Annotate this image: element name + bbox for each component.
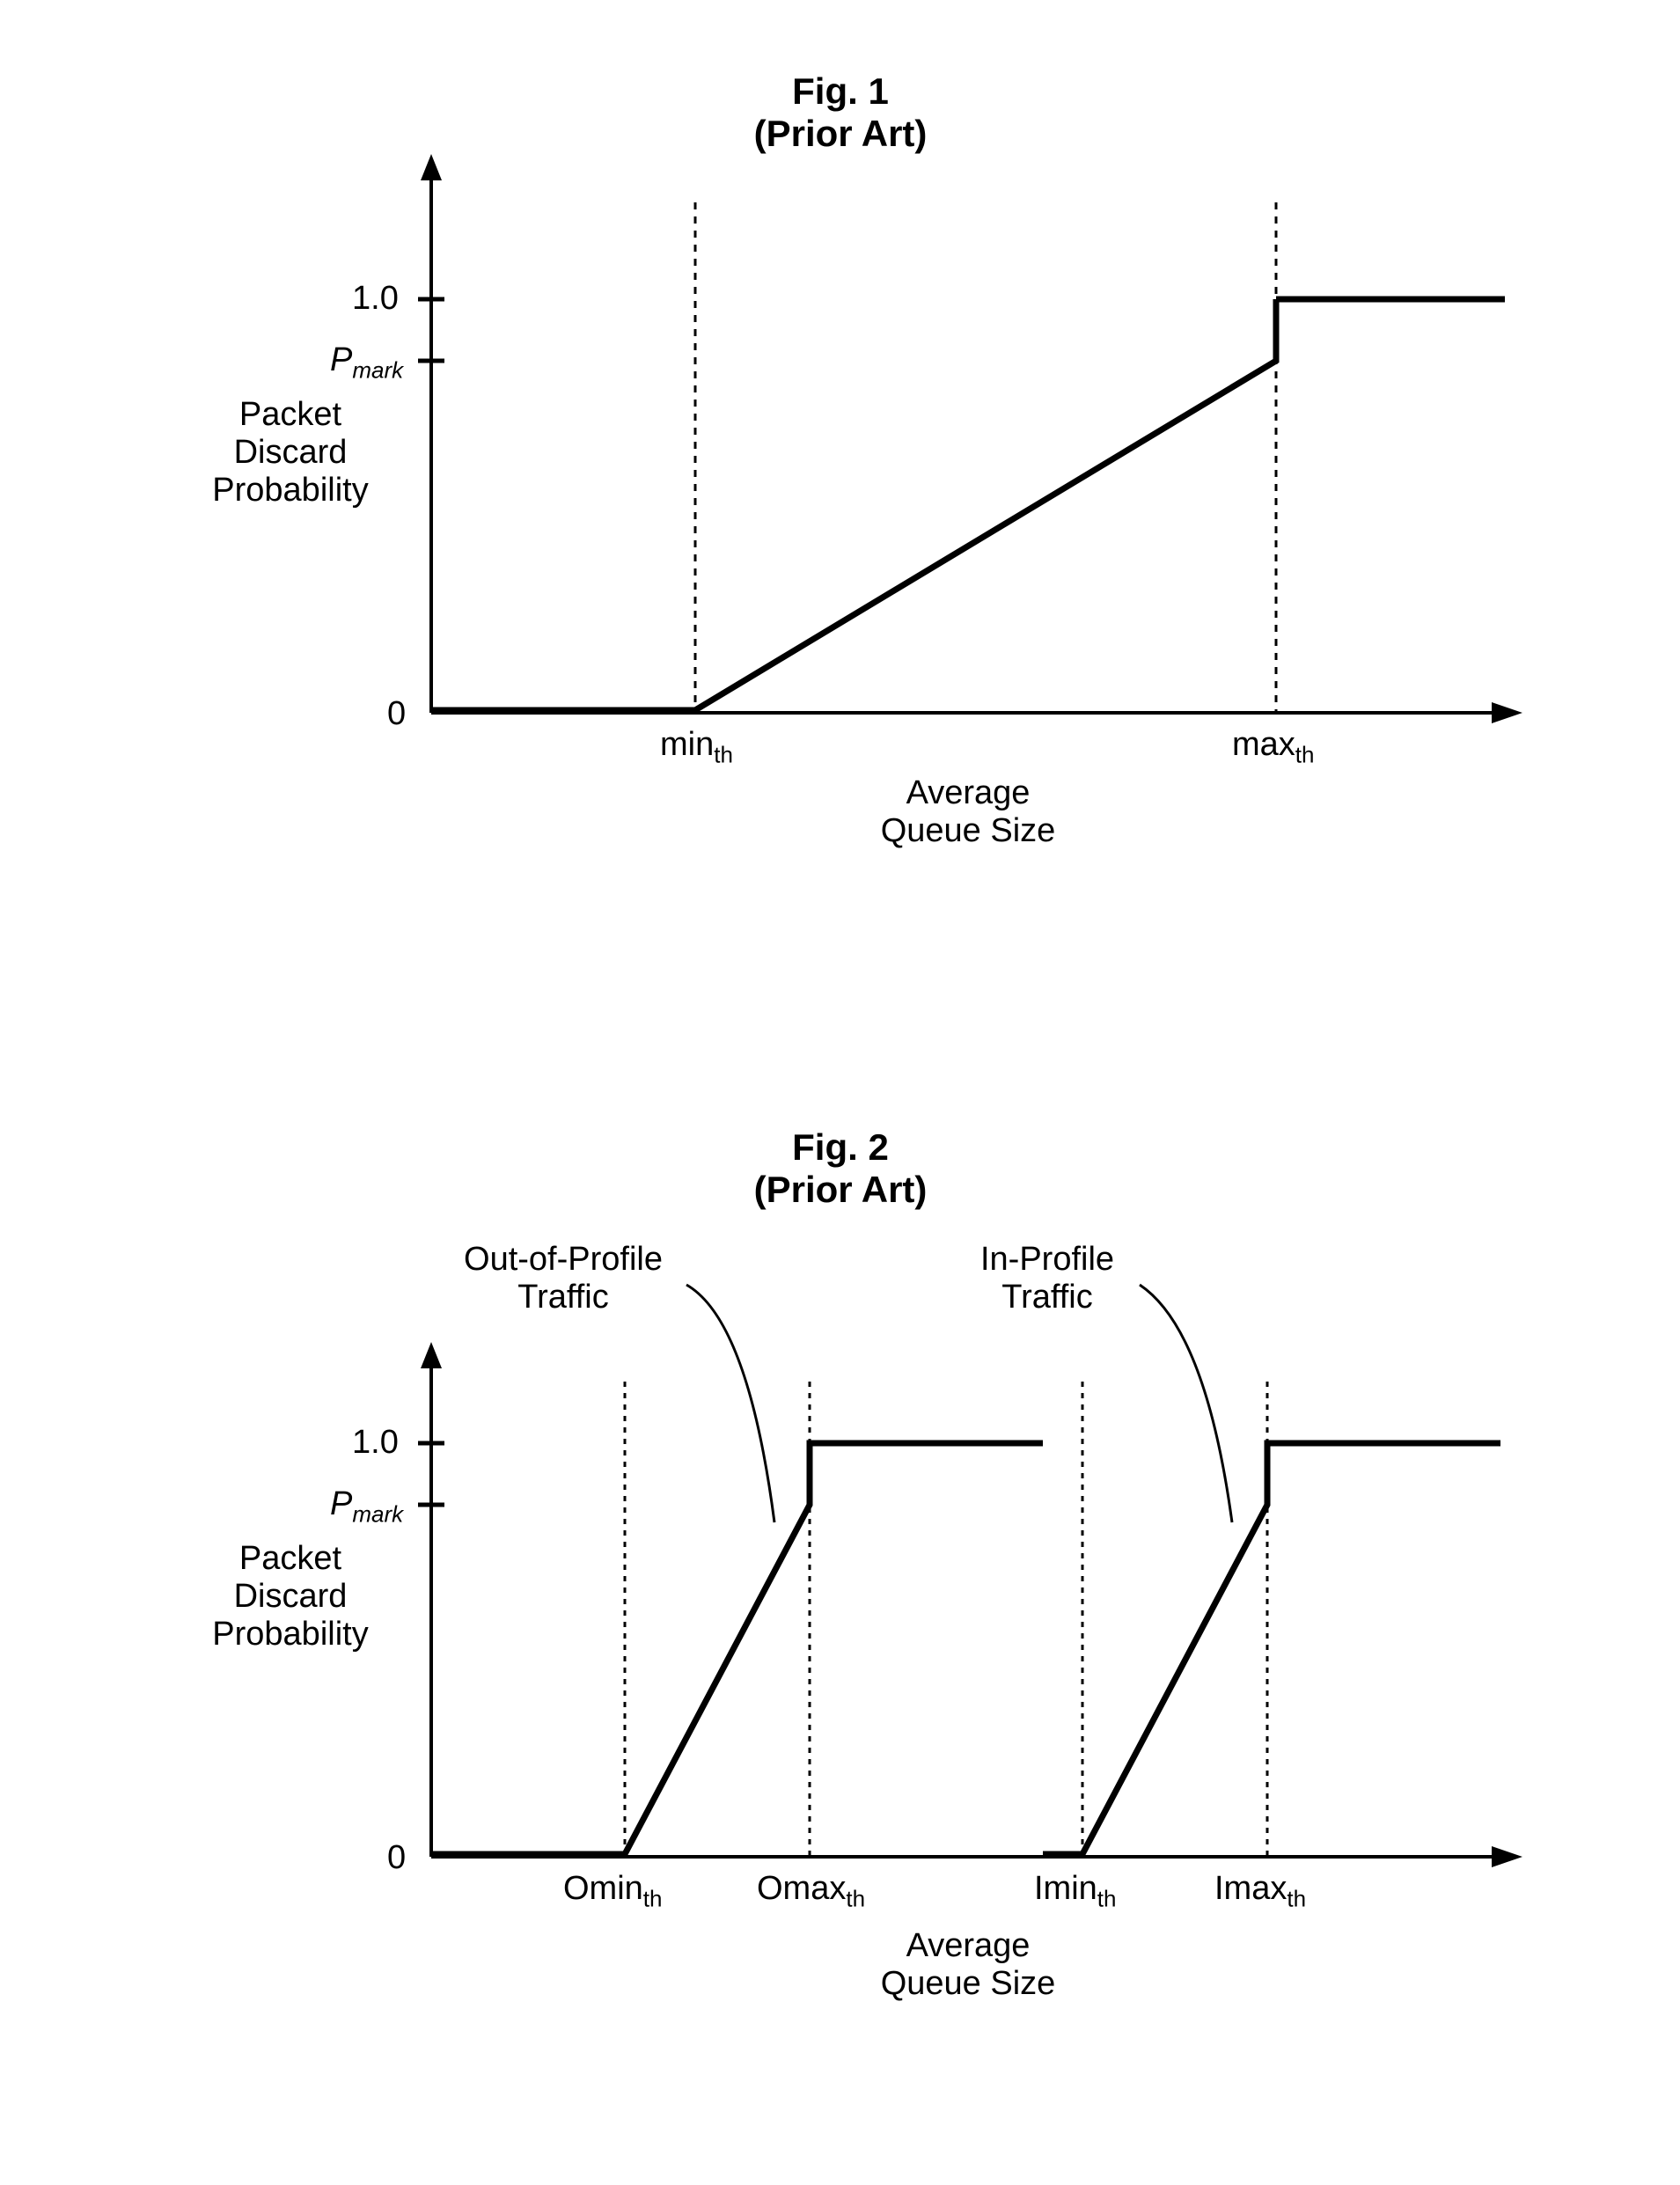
- fig2-guides: [625, 1382, 1267, 1857]
- fig2-omin-sub: th: [643, 1886, 663, 1912]
- fig1-xtick-min: minth: [660, 726, 733, 769]
- fig2-legend-out: Out-of-Profile Traffic: [440, 1241, 686, 1316]
- fig1-xl1: Average: [836, 774, 1100, 812]
- fig2-out-curve: [431, 1443, 1043, 1854]
- fig1-min: min: [660, 726, 714, 763]
- fig1-min-sub: th: [714, 742, 733, 768]
- fig2-yaxis-label: Packet Discard Probability: [189, 1540, 392, 1653]
- fig1-max-sub: th: [1295, 742, 1315, 768]
- fig2-ytick-pmark: Pmark: [330, 1485, 403, 1529]
- fig1-yl1: Packet: [189, 396, 392, 434]
- fig2-xl1: Average: [836, 1927, 1100, 1965]
- fig2-yl3: Probability: [189, 1616, 392, 1653]
- fig2-pmark-sub: mark: [352, 1501, 403, 1528]
- fig2-ytick-0: 0: [387, 1839, 406, 1877]
- fig2-omax: Omax: [757, 1870, 846, 1907]
- figure-1: Fig. 1 (Prior Art): [106, 70, 1575, 950]
- fig2-legend-in: In-Profile Traffic: [950, 1241, 1144, 1316]
- fig1-xtick-max: maxth: [1232, 726, 1314, 769]
- fig1-ytick-1: 1.0: [352, 280, 399, 318]
- fig1-max: max: [1232, 726, 1295, 763]
- page: Fig. 1 (Prior Art): [0, 0, 1680, 2185]
- fig1-ytick-pmark: Pmark: [330, 341, 403, 385]
- fig2-yl2: Discard: [189, 1578, 392, 1616]
- fig2-legend-out-l2: Traffic: [440, 1279, 686, 1316]
- fig2-imax: Imax: [1214, 1870, 1287, 1907]
- fig1-pmark-p: P: [330, 341, 352, 378]
- fig2-yl1: Packet: [189, 1540, 392, 1578]
- fig1-pmark-sub: mark: [352, 357, 403, 384]
- fig1-yaxis-label: Packet Discard Probability: [189, 396, 392, 510]
- fig2-axes: [418, 1342, 1522, 1867]
- fig1-xaxis-label: Average Queue Size: [836, 774, 1100, 850]
- fig2-imax-sub: th: [1287, 1886, 1306, 1912]
- fig2-xtick-imax: Imaxth: [1214, 1870, 1306, 1913]
- fig1-ytick-0: 0: [387, 695, 406, 733]
- fig1-xl2: Queue Size: [836, 812, 1100, 850]
- fig2-xtick-omax: Omaxth: [757, 1870, 865, 1913]
- fig2-xl2: Queue Size: [836, 1965, 1100, 2003]
- fig2-xtick-omin: Ominth: [563, 1870, 662, 1913]
- fig2-legend-out-l1: Out-of-Profile: [440, 1241, 686, 1279]
- fig2-legend-in-l2: Traffic: [950, 1279, 1144, 1316]
- fig2-xtick-imin: Iminth: [1034, 1870, 1116, 1913]
- fig2-omax-sub: th: [846, 1886, 865, 1912]
- fig2-ytick-1: 1.0: [352, 1424, 399, 1462]
- fig1-yl3: Probability: [189, 472, 392, 510]
- fig2-imin: Imin: [1034, 1870, 1097, 1907]
- fig1-guides: [695, 202, 1276, 713]
- fig2-in-curve: [1043, 1443, 1500, 1854]
- fig2-omin: Omin: [563, 1870, 643, 1907]
- fig2-imin-sub: th: [1097, 1886, 1117, 1912]
- fig2-leaders: [686, 1285, 1232, 1522]
- fig2-xaxis-label: Average Queue Size: [836, 1927, 1100, 2003]
- fig1-yl2: Discard: [189, 434, 392, 472]
- figure-2: Fig. 2 (Prior Art): [106, 1126, 1575, 2094]
- fig1-axes: [418, 154, 1522, 723]
- fig1-curve: [431, 299, 1505, 710]
- fig2-legend-in-l1: In-Profile: [950, 1241, 1144, 1279]
- fig2-pmark-p: P: [330, 1485, 352, 1522]
